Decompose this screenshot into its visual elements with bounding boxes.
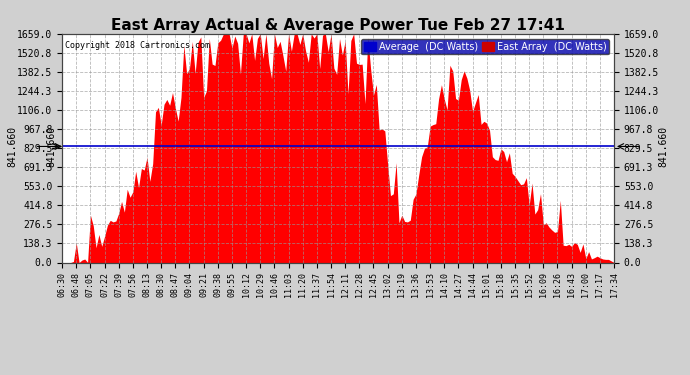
Text: 841.660: 841.660	[8, 126, 17, 167]
Legend: Average  (DC Watts), East Array  (DC Watts): Average (DC Watts), East Array (DC Watts…	[362, 39, 609, 54]
Title: East Array Actual & Average Power Tue Feb 27 17:41: East Array Actual & Average Power Tue Fe…	[111, 18, 565, 33]
Text: 841.660: 841.660	[659, 126, 669, 167]
Text: 841.660: 841.660	[47, 126, 57, 167]
Text: Copyright 2018 Cartronics.com: Copyright 2018 Cartronics.com	[65, 40, 210, 50]
